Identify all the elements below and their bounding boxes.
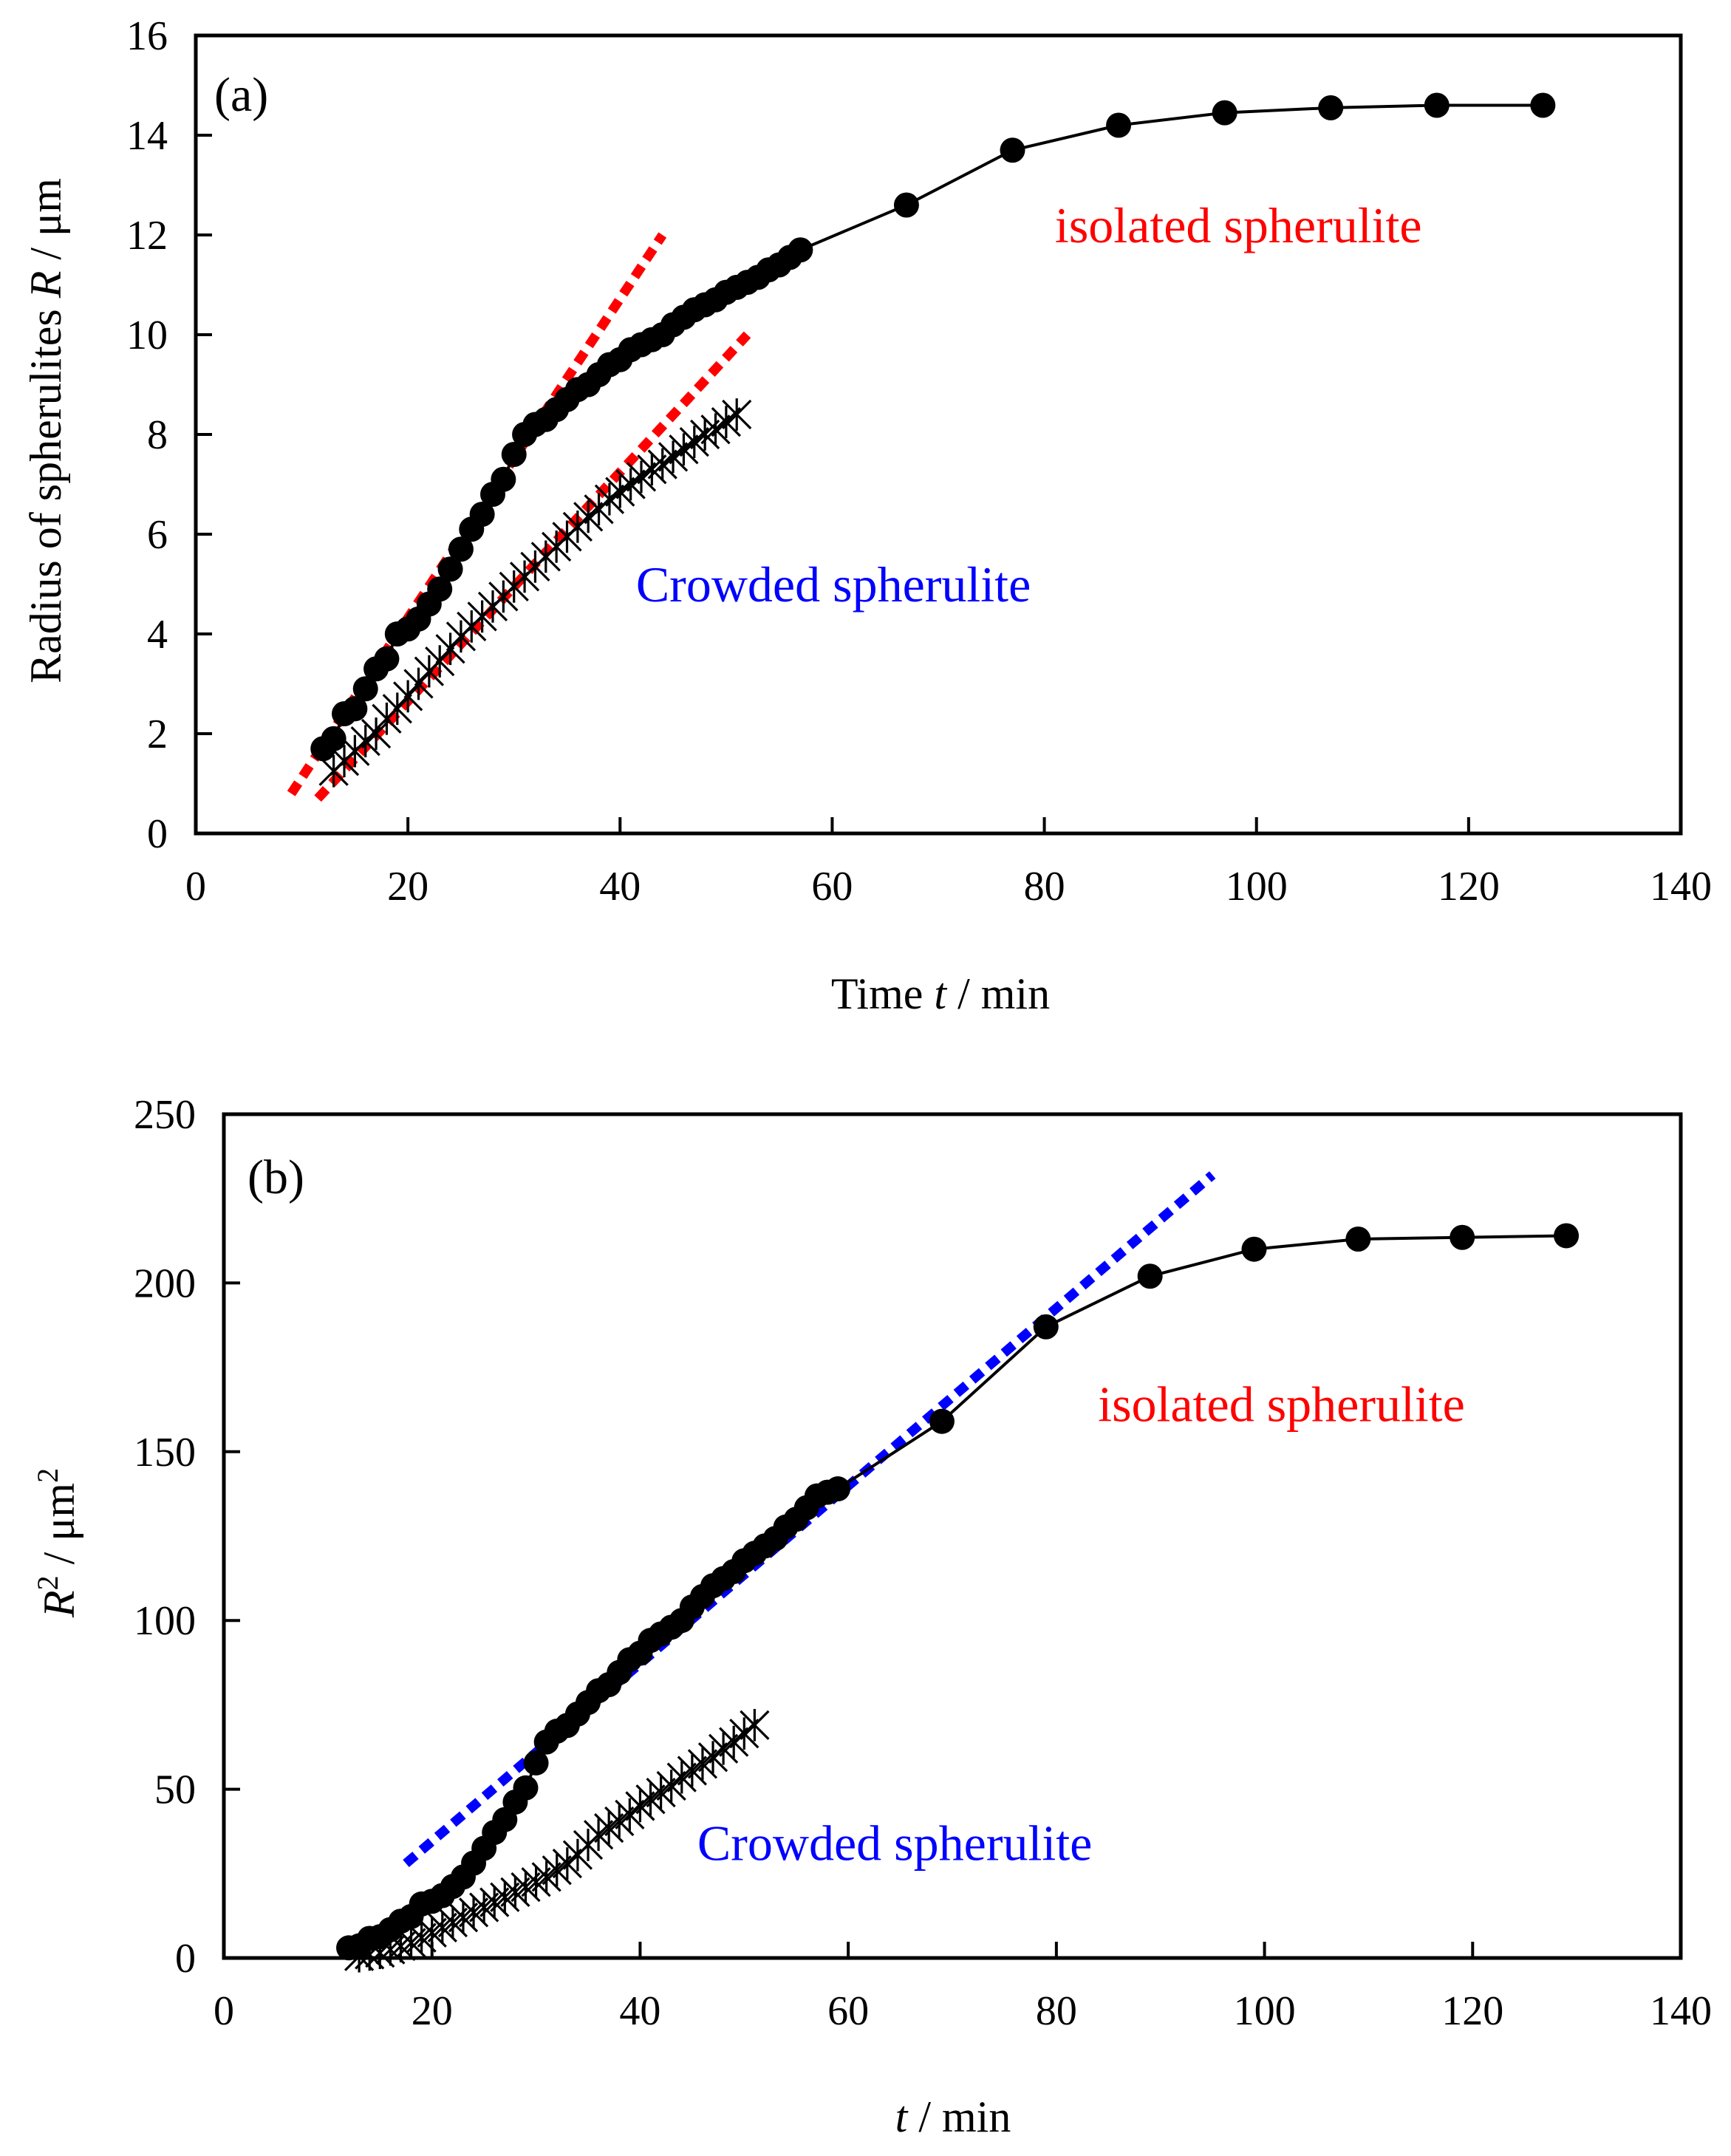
panel-a-x-tick-label: 40	[599, 864, 641, 910]
panel-a-ticks: 0 20 40 60 80 100 120 140 0 2 4 6 8 10 12 14 16	[126, 13, 1712, 910]
panel-b-annotation-isolated-spherulite: isolated spherulite	[1098, 1377, 1465, 1433]
panel-a-y-tick-label: 2	[147, 712, 168, 757]
panel-b-isolated-spherulite-point	[825, 1476, 851, 1502]
panel-a-plot-frame	[194, 33, 1683, 836]
panel-a-x-tick-label: 120	[1438, 864, 1500, 910]
panel-a-isolated-spherulite-point	[1212, 100, 1237, 126]
panel-b-ticks: 0 20 40 60 80 100 120 140 0 50 100 150 200 250	[134, 1092, 1712, 2034]
panel-b-x-tick-label: 20	[412, 1988, 453, 2034]
panel-b-series	[336, 1223, 1580, 1973]
panel-b-y-tick-label: 250	[134, 1092, 196, 1138]
panel-b-y-axis-title: R2 / μm2	[31, 1468, 84, 1618]
panel-b-label: (b)	[247, 1150, 304, 1204]
panel-a-isolated-spherulite-point	[342, 696, 368, 722]
panel-b-isolated-spherulite-point	[513, 1775, 539, 1801]
panel-a: 0 20 40 60 80 100 120 140 0 2 4 6 8 10 12 14 16 isolated…	[21, 13, 1712, 1018]
panel-a-y-axis-title: Radius of spherulites R / μm	[21, 178, 70, 683]
panel-b-x-tick-label: 0	[214, 1988, 234, 2034]
panel-a-y-tick-label: 6	[147, 512, 168, 558]
panel-a-isolated-spherulite-point	[352, 676, 378, 702]
panel-b-isolated-spherulite-point	[1137, 1263, 1163, 1289]
panel-b-x-tick-label: 100	[1234, 1988, 1296, 2034]
panel-b-x-tick-label: 80	[1036, 1988, 1077, 2034]
panel-a-y-tick-label: 8	[147, 412, 168, 458]
panel-a-y-tick-label: 16	[126, 13, 168, 59]
panel-a-crowded-spherulite-point	[361, 717, 392, 750]
panel-a-y-tick-label: 0	[147, 811, 168, 857]
panel-a-isolated-spherulite-point	[427, 576, 453, 602]
panel-a-isolated-spherulite-point	[321, 726, 346, 751]
panel-a-isolated-spherulite-point	[374, 646, 400, 672]
panel-b-isolated-spherulite-point	[1033, 1314, 1059, 1340]
panel-a-x-axis-title: Time t / min	[831, 969, 1050, 1018]
panel-a-x-tick-label: 140	[1650, 864, 1712, 910]
panel-a-isolated-spherulite-point	[491, 466, 516, 492]
panel-a-crowded-spherulite-point	[690, 418, 720, 451]
panel-b-y-tick-label: 100	[134, 1598, 196, 1644]
panel-b-y-tick-label: 150	[134, 1430, 196, 1476]
panel-b-isolated-spherulite-point	[1345, 1227, 1371, 1252]
panel-a-isolated-spherulite-point	[1318, 95, 1344, 120]
panel-b-isolated-spherulite-point	[1241, 1236, 1267, 1262]
panel-a-annotation-isolated-spherulite: isolated spherulite	[1055, 197, 1422, 253]
panel-b-plot-frame	[222, 1112, 1683, 1960]
panel-a-annotation-crowded-spherulite: Crowded spherulite	[636, 556, 1031, 613]
panel-b-annotations: isolated spherulite Crowded spherulite	[697, 1377, 1465, 1872]
panel-b: 0 20 40 60 80 100 120 140 0 50 100 150 200 250 isolat…	[31, 1092, 1713, 2141]
panel-b-isolated-spherulite-point	[523, 1750, 549, 1775]
panel-a-x-tick-label: 0	[185, 864, 206, 910]
panel-a-x-tick-label: 80	[1024, 864, 1065, 910]
panel-b-y-tick-label: 200	[134, 1260, 196, 1306]
panel-a-y-tick-label: 10	[126, 313, 168, 358]
panel-a-isolated-spherulite-point	[469, 502, 495, 527]
panel-a-isolated-spherulite-point	[437, 556, 463, 582]
panel-a-y-tick-label: 12	[126, 213, 168, 259]
panel-b-y-tick-label: 0	[175, 1936, 196, 1982]
panel-a-isolated-spherulite-point	[788, 237, 813, 263]
panel-b-y-tick-label: 50	[154, 1767, 196, 1813]
panel-a-crowded-spherulite-point	[722, 398, 752, 431]
panel-b-x-axis-title: t / min	[895, 2092, 1011, 2141]
panel-a-isolated-spherulite-point	[448, 536, 474, 562]
panel-a-annotations: isolated spherulite Crowded spherulite	[636, 197, 1422, 613]
panel-a-series	[310, 92, 1556, 788]
panel-b-x-tick-label: 40	[619, 1988, 660, 2034]
panel-a-crowded-spherulite-point	[637, 453, 667, 486]
panel-a-isolated-spherulite-point	[1424, 92, 1450, 118]
panel-a-x-tick-label: 60	[811, 864, 853, 910]
panel-a-crowded-spherulite-point	[425, 645, 455, 678]
panel-b-x-tick-label: 60	[827, 1988, 869, 2034]
panel-a-y-tick-label: 4	[147, 612, 168, 658]
panel-a-x-tick-label: 100	[1226, 864, 1288, 910]
panel-a-label: (a)	[214, 68, 268, 122]
panel-b-x-tick-label: 120	[1441, 1988, 1503, 2034]
panel-a-isolated-spherulite-point	[1530, 92, 1556, 118]
panel-b-isolated-spherulite-point	[929, 1408, 955, 1434]
panel-b-x-tick-label: 140	[1650, 1988, 1712, 2034]
panel-a-isolated-spherulite-point	[1000, 137, 1025, 163]
panel-b-annotation-crowded-spherulite: Crowded spherulite	[697, 1815, 1092, 1872]
panel-a-isolated-spherulite-point	[1106, 112, 1132, 138]
panel-a-crowded-spherulite-point	[382, 692, 412, 726]
panel-a-isolated-spherulite-point	[501, 442, 527, 467]
panel-a-x-tick-label: 20	[387, 864, 429, 910]
panel-a-crowded-spherulite-point	[393, 680, 423, 713]
panel-b-isolated-spherulite-point	[1554, 1223, 1580, 1249]
panel-b-crowded-spherulite-point	[740, 1708, 770, 1741]
panel-a-isolated-spherulite-point	[893, 192, 919, 218]
panel-a-y-tick-label: 14	[126, 113, 168, 159]
panel-b-isolated-spherulite-point	[1450, 1224, 1475, 1250]
